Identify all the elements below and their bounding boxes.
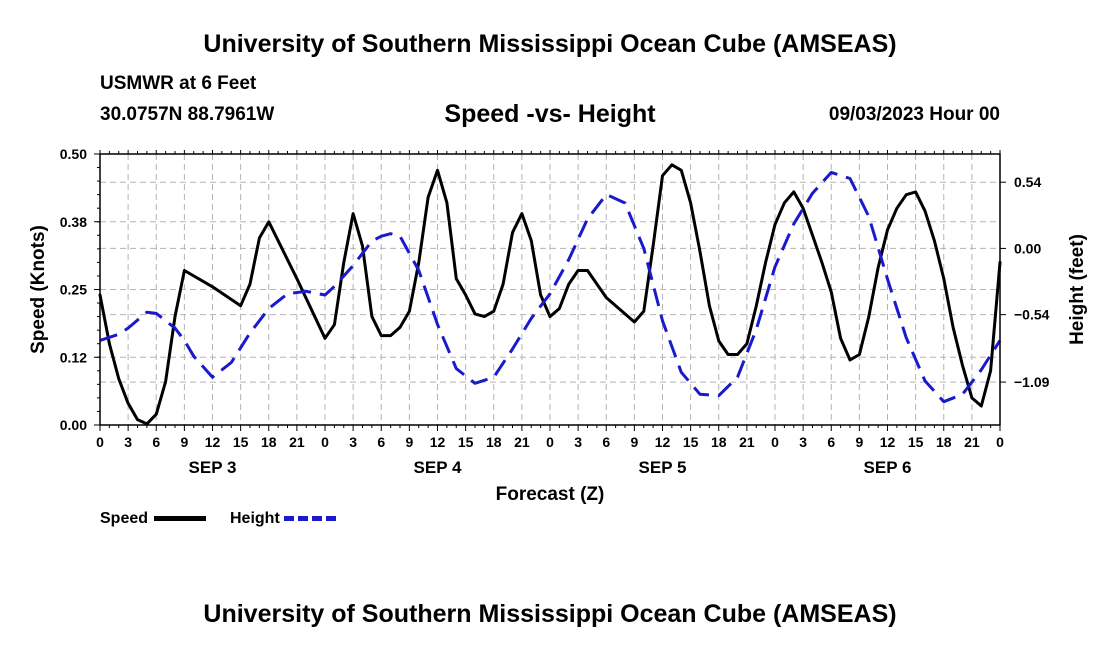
x-tick-label: 18 bbox=[486, 434, 502, 450]
x-tick-label: 21 bbox=[289, 434, 305, 450]
day-label: SEP 6 bbox=[864, 458, 912, 477]
x-tick-label: 0 bbox=[321, 434, 329, 450]
x-tick-label: 9 bbox=[855, 434, 863, 450]
y2-tick-label: −0.54 bbox=[1014, 307, 1050, 323]
x-axis-title: Forecast (Z) bbox=[496, 484, 605, 505]
x-tick-label: 15 bbox=[683, 434, 699, 450]
plot-frame bbox=[99, 153, 1001, 426]
legend-height: Height bbox=[230, 510, 337, 528]
x-tick-label: 0 bbox=[546, 434, 554, 450]
page-title: University of Southern Mississippi Ocean… bbox=[203, 30, 897, 58]
x-tick-label: 3 bbox=[124, 434, 132, 450]
y2-axis-title: Height (feet) bbox=[1067, 234, 1088, 345]
legend-height-label: Height bbox=[230, 510, 280, 527]
footer-title: University of Southern Mississippi Ocean… bbox=[203, 600, 897, 628]
x-tick-label: 15 bbox=[458, 434, 474, 450]
x-tick-label: 3 bbox=[349, 434, 357, 450]
x-tick-label: 9 bbox=[180, 434, 188, 450]
x-tick-label: 0 bbox=[996, 434, 1004, 450]
x-tick-label: 9 bbox=[630, 434, 638, 450]
x-tick-label: 6 bbox=[377, 434, 385, 450]
y-tick-label: 0.12 bbox=[60, 349, 87, 365]
x-tick-label: 21 bbox=[514, 434, 530, 450]
x-tick-label: 21 bbox=[739, 434, 755, 450]
y2-tick-label: 0.54 bbox=[1014, 174, 1041, 190]
x-tick-label: 0 bbox=[771, 434, 779, 450]
x-tick-label: 12 bbox=[205, 434, 221, 450]
x-tick-label: 6 bbox=[602, 434, 610, 450]
x-tick-label: 3 bbox=[574, 434, 582, 450]
x-tick-label: 15 bbox=[908, 434, 924, 450]
x-tick-label: 0 bbox=[96, 434, 104, 450]
legend-height-swatch bbox=[284, 516, 337, 522]
y-tick-label: 0.25 bbox=[60, 282, 87, 298]
x-tick-label: 6 bbox=[152, 434, 160, 450]
station-name: USMWR at 6 Feet bbox=[100, 73, 257, 94]
chart-title: Speed -vs- Height bbox=[444, 100, 656, 128]
x-tick-label: 12 bbox=[430, 434, 446, 450]
day-label: SEP 5 bbox=[639, 458, 687, 477]
x-tick-label: 18 bbox=[936, 434, 952, 450]
y2-tick-label: 0.00 bbox=[1014, 240, 1041, 256]
x-tick-label: 18 bbox=[261, 434, 277, 450]
day-label: SEP 3 bbox=[189, 458, 237, 477]
day-label: SEP 4 bbox=[414, 458, 462, 477]
series-line-height bbox=[99, 170, 1002, 404]
x-tick-label: 15 bbox=[233, 434, 249, 450]
x-tick-label: 21 bbox=[964, 434, 980, 450]
y-tick-label: 0.38 bbox=[60, 214, 87, 230]
y-tick-label: 0.50 bbox=[60, 146, 87, 162]
x-tick-label: 3 bbox=[799, 434, 807, 450]
x-tick-label: 6 bbox=[827, 434, 835, 450]
y-tick-label: 0.00 bbox=[60, 417, 87, 433]
station-coordinates: 30.0757N 88.7961W bbox=[100, 104, 275, 125]
legend-speed-label: Speed bbox=[100, 510, 149, 527]
x-tick-label: 18 bbox=[711, 434, 727, 450]
x-tick-label: 9 bbox=[405, 434, 413, 450]
y-axis-title: Speed (Knots) bbox=[28, 225, 49, 354]
legend-speed-swatch bbox=[154, 516, 207, 522]
legend-speed: Speed bbox=[100, 510, 207, 528]
x-tick-label: 12 bbox=[880, 434, 896, 450]
forecast-run-time: 09/03/2023 Hour 00 bbox=[828, 104, 1000, 125]
series-line-speed bbox=[98, 163, 1002, 426]
y2-tick-label: −1.09 bbox=[1014, 374, 1050, 390]
x-tick-label: 12 bbox=[655, 434, 671, 450]
